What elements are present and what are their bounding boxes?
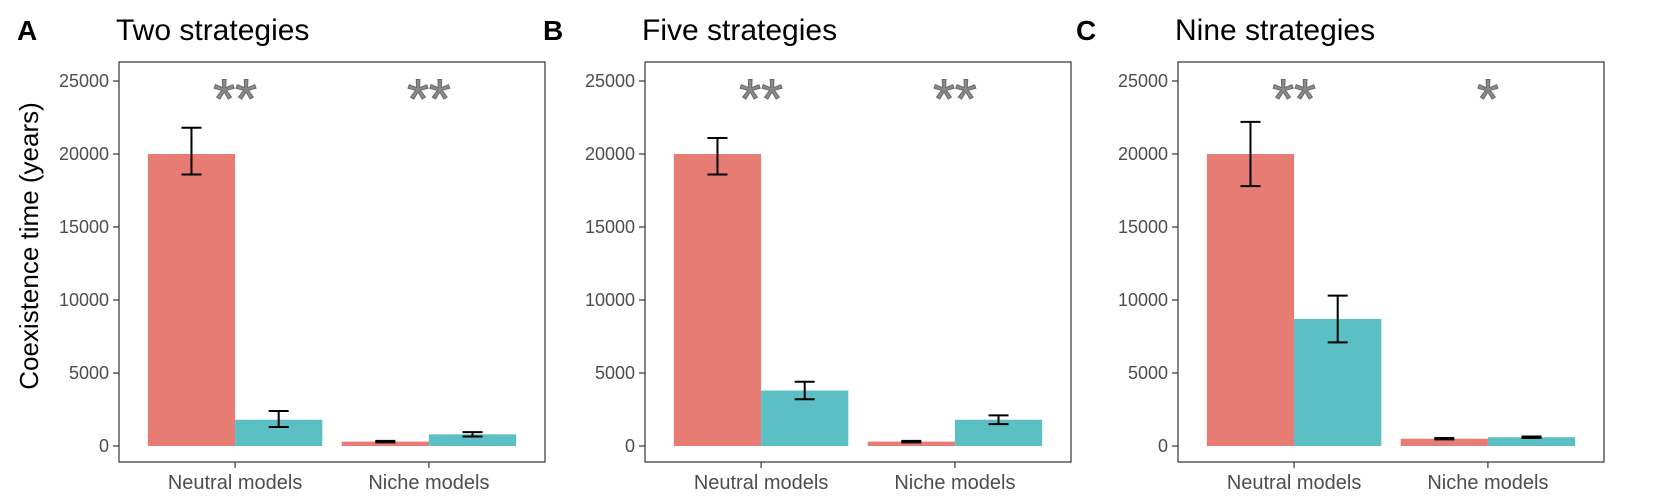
y-tick-label: 15000	[1118, 217, 1168, 237]
y-tick-label: 20000	[59, 144, 109, 164]
bar	[147, 154, 236, 446]
y-tick-label: 15000	[585, 217, 635, 237]
y-axis-label: Coexistence time (years)	[14, 102, 44, 390]
y-tick-label: 5000	[1128, 363, 1168, 383]
y-tick-label: 0	[1158, 436, 1168, 456]
bar	[341, 441, 429, 446]
category-label: Niche models	[368, 472, 489, 494]
y-tick-label: 25000	[59, 71, 109, 91]
panel-letter: B	[543, 15, 563, 46]
y-tick-label: 25000	[1118, 71, 1168, 91]
panel-letter: A	[17, 15, 37, 46]
y-tick-label: 10000	[585, 290, 635, 310]
category-label: Neutral models	[1227, 472, 1362, 494]
y-tick-label: 10000	[1118, 290, 1168, 310]
significance-marker: *	[1477, 67, 1499, 130]
y-tick-label: 5000	[69, 363, 109, 383]
y-tick-label: 20000	[1118, 144, 1168, 164]
category-label: Niche models	[1427, 472, 1548, 494]
panel-title: Nine strategies	[1175, 14, 1375, 47]
plot-panel-border	[118, 61, 546, 463]
panel-title: Two strategies	[116, 14, 309, 47]
bar	[867, 441, 955, 446]
panel-title: Five strategies	[642, 14, 837, 47]
y-tick-label: 10000	[59, 290, 109, 310]
plot-panel-border	[1177, 61, 1605, 463]
panel-letter: C	[1076, 15, 1096, 46]
y-tick-label: 5000	[595, 363, 635, 383]
y-tick-label: 0	[99, 436, 109, 456]
bar	[673, 154, 762, 446]
significance-marker: **	[933, 67, 977, 130]
significance-marker: **	[1272, 67, 1316, 130]
y-tick-label: 15000	[59, 217, 109, 237]
category-label: Neutral models	[168, 472, 303, 494]
category-label: Niche models	[894, 472, 1015, 494]
significance-marker: **	[739, 67, 783, 130]
bar	[1206, 154, 1295, 446]
bar	[1400, 438, 1488, 446]
y-tick-label: 0	[625, 436, 635, 456]
significance-marker: **	[407, 67, 451, 130]
plot-panel-border	[644, 61, 1072, 463]
bar	[1487, 437, 1576, 446]
category-label: Neutral models	[694, 472, 829, 494]
y-tick-label: 20000	[585, 144, 635, 164]
y-tick-label: 25000	[585, 71, 635, 91]
bar	[428, 434, 517, 446]
significance-marker: **	[213, 67, 257, 130]
